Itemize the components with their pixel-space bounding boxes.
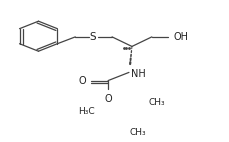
Text: O: O	[104, 94, 112, 104]
Text: CH₃: CH₃	[129, 128, 146, 137]
Text: CH₃: CH₃	[148, 98, 165, 107]
Text: S: S	[90, 32, 96, 42]
Text: H₃C: H₃C	[78, 107, 95, 116]
Text: NH: NH	[130, 69, 145, 79]
Text: O: O	[78, 76, 86, 86]
Text: OH: OH	[173, 32, 188, 42]
